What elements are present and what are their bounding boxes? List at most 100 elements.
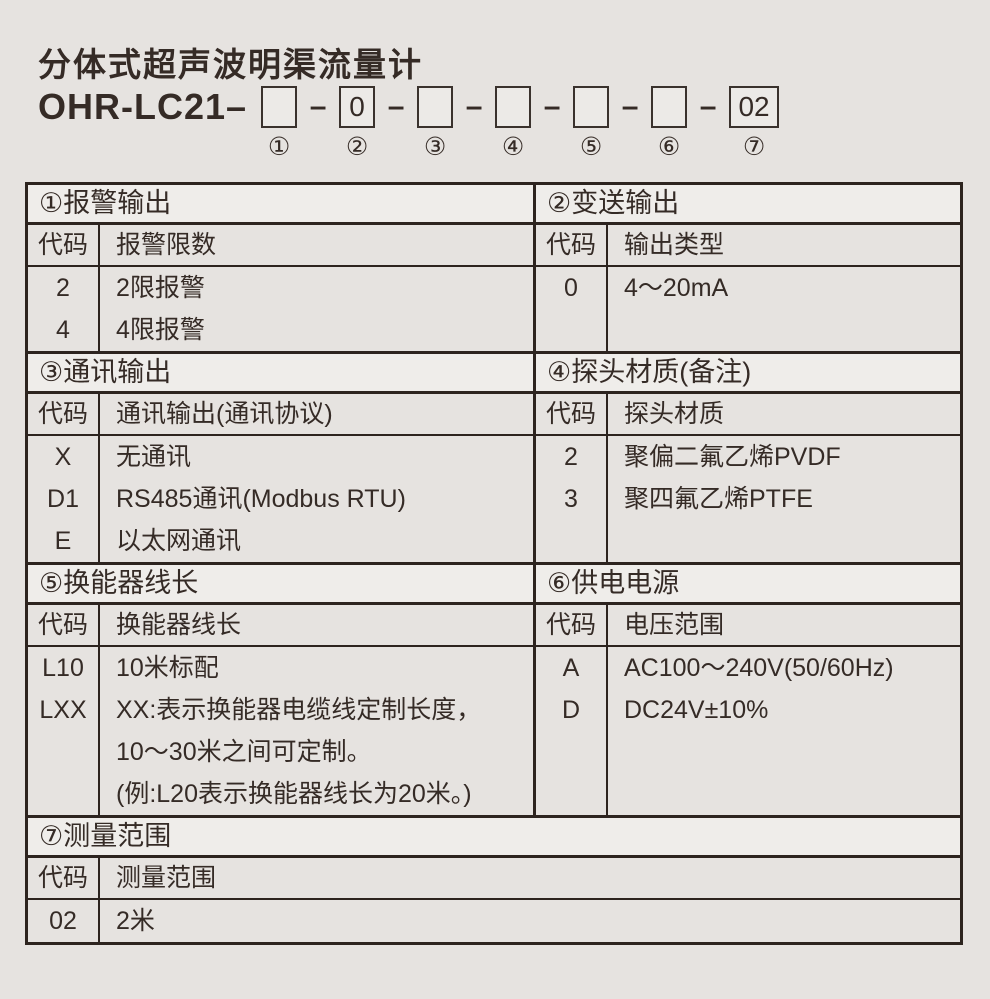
desc-column: 聚偏二氟乙烯PVDF 聚四氟乙烯PTFE (608, 436, 960, 562)
model-box-1 (261, 86, 298, 128)
model-position-5: ⑤ (573, 86, 610, 160)
model-position-3: ③ (417, 86, 454, 160)
model-position-6: ⑥ (651, 86, 688, 161)
data-region: X D1 E 无通讯 RS485通讯(Modbus RTU) 以太网通讯 (28, 436, 533, 562)
table-left-half: ①报警输出 代码 报警限数 2 4 2限报警 4限报警 ③ (28, 185, 536, 815)
code-header-cell: 代码 (536, 605, 608, 645)
position-number-6: ⑥ (657, 132, 681, 161)
position-number-4: ④ (501, 132, 525, 161)
section-title: ③通讯输出 (28, 354, 533, 394)
desc-cell: 2限报警 (116, 274, 205, 302)
code-header-cell: 代码 (536, 225, 608, 265)
model-code-line: OHR-LC21– ① – 0 ② – ③ – ④ – ⑤ – ⑥ – 02 ⑦ (38, 86, 780, 161)
code-cell: A (562, 654, 580, 682)
code-column: 2 4 (28, 267, 100, 351)
model-box-6 (651, 86, 688, 128)
dash-separator: – (699, 90, 717, 123)
model-position-2: 0 ② (339, 86, 376, 161)
code-header-cell: 代码 (536, 394, 608, 434)
code-cell: 4 (56, 316, 70, 344)
desc-cell: XX:表示换能器电缆线定制长度， (116, 696, 482, 724)
desc-cell: 聚偏二氟乙烯PVDF (624, 443, 841, 471)
position-number-2: ② (345, 132, 369, 161)
desc-column: 10米标配 XX:表示换能器电缆线定制长度， 10～30米之间可定制。 (例:L… (100, 647, 533, 815)
dash-separator: – (309, 90, 327, 123)
section-comm-output: ③通讯输出 代码 通讯输出(通讯协议) X D1 E 无通讯 RS485通讯(M… (28, 351, 533, 562)
code-header-cell: 代码 (28, 394, 100, 434)
code-column: X D1 E (28, 436, 100, 562)
desc-header-cell: 换能器线长 (116, 611, 242, 639)
dash-separator: – (465, 90, 483, 123)
code-cell: D (561, 696, 581, 724)
code-cell (28, 731, 98, 773)
header-row: 代码 测量范围 (28, 858, 960, 900)
section-probe-material: ④探头材质(备注) 代码 探头材质 2 3 聚偏二氟乙烯PVDF 聚四氟乙烯PT… (536, 351, 960, 562)
desc-cell: (例:L20表示换能器线长为20米。) (116, 780, 472, 808)
section-power-supply: ⑥供电电源 代码 电压范围 A D AC100～240V(50/60Hz) DC… (536, 562, 960, 815)
data-region: 0 4～20mA (536, 267, 960, 351)
code-column: 02 (28, 900, 100, 942)
table-two-column-area: ①报警输出 代码 报警限数 2 4 2限报警 4限报警 ③ (28, 185, 960, 815)
section-transmit-output: ②变送输出 代码 输出类型 0 4～20mA (536, 185, 960, 351)
desc-column: 4～20mA (608, 267, 960, 351)
desc-header-cell: 报警限数 (116, 231, 217, 259)
code-cell: X (54, 443, 72, 471)
dash-separator: – (387, 90, 405, 123)
desc-cell: 4～20mA (624, 274, 729, 302)
code-column: 0 (536, 267, 608, 351)
desc-cell: AC100～240V(50/60Hz) (624, 654, 894, 682)
desc-header-cell: 输出类型 (624, 231, 725, 259)
dash-separator: – (543, 90, 561, 123)
code-header-cell: 代码 (28, 858, 100, 898)
dash-separator: – (621, 90, 639, 123)
model-position-7: 02 ⑦ (729, 86, 780, 161)
desc-cell: 2米 (116, 907, 155, 935)
model-box-2: 0 (339, 86, 376, 128)
desc-column: 无通讯 RS485通讯(Modbus RTU) 以太网通讯 (100, 436, 533, 562)
data-region: 2 4 2限报警 4限报警 (28, 267, 533, 351)
code-cell: 3 (564, 485, 578, 513)
header-row: 代码 报警限数 (28, 225, 533, 267)
model-prefix: OHR-LC21– (38, 86, 248, 127)
model-box-5 (573, 86, 610, 128)
code-cell (28, 773, 98, 815)
code-cell: 02 (49, 907, 77, 935)
model-spec-table: ①报警输出 代码 报警限数 2 4 2限报警 4限报警 ③ (25, 182, 963, 945)
code-cell: E (54, 527, 72, 555)
desc-column: 2米 (100, 900, 960, 942)
section-title: ①报警输出 (28, 185, 533, 225)
code-column: L10 LXX (28, 647, 100, 815)
desc-cell: 10～30米之间可定制。 (116, 738, 372, 766)
code-header-cell: 代码 (28, 225, 100, 265)
model-box-3 (417, 86, 454, 128)
position-number-1: ① (267, 132, 291, 161)
desc-cell: RS485通讯(Modbus RTU) (116, 485, 406, 513)
desc-column: AC100～240V(50/60Hz) DC24V±10% (608, 647, 960, 815)
code-cell: LXX (39, 696, 87, 724)
header-row: 代码 通讯输出(通讯协议) (28, 394, 533, 436)
position-number-7: ⑦ (742, 132, 766, 161)
desc-cell: 4限报警 (116, 316, 205, 344)
code-column: 2 3 (536, 436, 608, 562)
section-measure-range: ⑦测量范围 代码 测量范围 02 2米 (28, 815, 960, 942)
desc-cell: DC24V±10% (624, 696, 769, 724)
header-row: 代码 换能器线长 (28, 605, 533, 647)
section-title: ②变送输出 (536, 185, 960, 225)
header-row: 代码 输出类型 (536, 225, 960, 267)
header-row: 代码 电压范围 (536, 605, 960, 647)
code-column: A D (536, 647, 608, 815)
section-title: ⑦测量范围 (28, 818, 960, 858)
code-cell: 2 (56, 274, 70, 302)
data-region: 2 3 聚偏二氟乙烯PVDF 聚四氟乙烯PTFE (536, 436, 960, 562)
section-alarm-output: ①报警输出 代码 报警限数 2 4 2限报警 4限报警 (28, 185, 533, 351)
desc-header-cell: 测量范围 (116, 864, 217, 892)
code-cell: L10 (42, 654, 84, 682)
data-region: L10 LXX 10米标配 XX:表示换能器电缆线定制长度， 10～30米之间可… (28, 647, 533, 815)
header-row: 代码 探头材质 (536, 394, 960, 436)
desc-header-cell: 探头材质 (624, 400, 725, 428)
desc-cell: 聚四氟乙烯PTFE (624, 485, 813, 513)
code-cell: D1 (47, 485, 79, 513)
desc-cell: 10米标配 (116, 654, 219, 682)
desc-header-cell: 通讯输出(通讯协议) (116, 400, 333, 428)
section-title: ④探头材质(备注) (536, 354, 960, 394)
